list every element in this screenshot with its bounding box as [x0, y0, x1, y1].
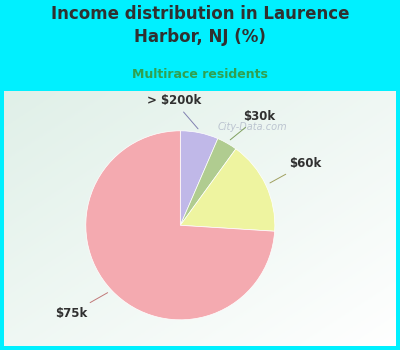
- Wedge shape: [180, 139, 236, 225]
- Text: $30k: $30k: [230, 110, 275, 140]
- Text: $75k: $75k: [55, 293, 108, 320]
- Text: Multirace residents: Multirace residents: [132, 68, 268, 81]
- Wedge shape: [180, 149, 275, 231]
- Text: Income distribution in Laurence
Harbor, NJ (%): Income distribution in Laurence Harbor, …: [51, 5, 349, 46]
- Text: > $200k: > $200k: [147, 94, 201, 129]
- Text: $60k: $60k: [270, 157, 321, 183]
- Text: City-Data.com: City-Data.com: [217, 122, 287, 132]
- Wedge shape: [86, 131, 275, 320]
- Wedge shape: [180, 131, 218, 225]
